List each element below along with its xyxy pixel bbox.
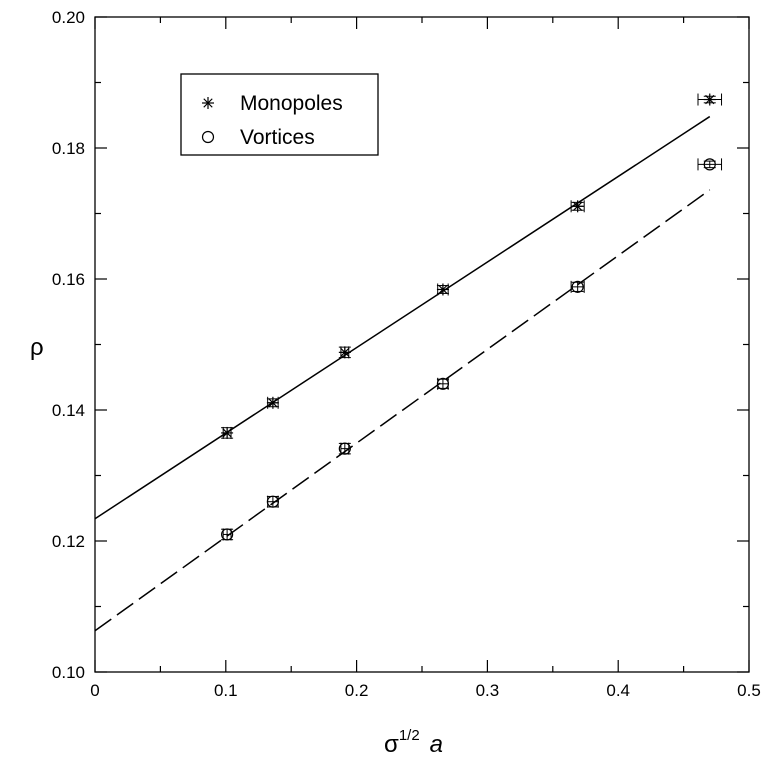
asterisk-stroke: [572, 201, 583, 211]
data-point-vortices: [436, 377, 450, 390]
y-tick-label: 0.12: [52, 532, 85, 551]
x-tick-label: 0.5: [737, 681, 761, 700]
asterisk-stroke: [705, 94, 715, 105]
y-axis-label: ρ: [30, 334, 44, 361]
x-axis-label-sigma: σ: [384, 731, 399, 758]
circle-marker: [703, 158, 716, 171]
data-point-monopoles: [436, 283, 449, 296]
circle-marker: [571, 280, 584, 293]
data-point-vortices: [221, 528, 234, 541]
x-tick-labels: 0 0.1 0.2 0.3 0.4 0.5: [90, 681, 761, 700]
x-axis-label: σ1/2 a: [384, 727, 443, 758]
asterisk-marker: [703, 93, 716, 106]
legend-box: [180, 73, 379, 156]
asterisk-stroke: [340, 347, 350, 358]
data-points: [221, 93, 723, 541]
legend-asterisk-marker: [202, 97, 214, 109]
data-point-vortices: [570, 280, 585, 293]
circle-marker: [338, 442, 351, 455]
legend-label-monopoles: Monopoles: [240, 92, 343, 115]
data-point-vortices: [697, 158, 723, 171]
fit-line-vortices: [94, 189, 711, 632]
data-point-monopoles: [221, 426, 234, 439]
data-point-monopoles: [570, 200, 585, 213]
y-tick-label: 0.10: [52, 663, 85, 682]
data-point-vortices: [266, 495, 279, 508]
circle-marker: [266, 495, 279, 508]
x-axis-label-variable: a: [430, 731, 443, 758]
circle-marker: [571, 280, 584, 293]
asterisk-stroke: [203, 98, 213, 108]
x-tick-label: 0.2: [345, 681, 369, 700]
y-tick-labels: 0.10 0.12 0.14 0.16 0.18 0.20: [52, 8, 85, 682]
axis-ticks: [94, 16, 750, 673]
circle-marker: [266, 495, 279, 508]
asterisk-stroke: [222, 428, 232, 438]
legend-marker-vortices: [201, 130, 215, 144]
y-tick-label: 0.14: [52, 401, 85, 420]
fit-line-monopoles: [94, 115, 711, 520]
circle-marker: [221, 528, 234, 541]
asterisk-marker: [266, 396, 279, 409]
legend: Monopoles Vortices: [180, 73, 379, 156]
data-point-monopoles: [266, 396, 279, 409]
x-axis-label-exponent: 1/2: [399, 727, 420, 744]
x-tick-label: 0.4: [606, 681, 630, 700]
asterisk-stroke: [438, 284, 448, 295]
circle-marker: [221, 528, 234, 541]
circle-marker: [436, 377, 450, 390]
circle-marker: [201, 130, 215, 144]
data-point-monopoles: [338, 346, 351, 359]
x-tick-label: 0: [90, 681, 99, 700]
legend-circle-marker: [201, 130, 215, 144]
legend-marker-monopoles: [202, 97, 214, 109]
data-point-monopoles: [697, 93, 723, 106]
fit-lines: [94, 115, 711, 632]
asterisk-marker: [436, 283, 449, 296]
asterisk-stroke: [268, 398, 278, 408]
y-tick-label: 0.16: [52, 270, 85, 289]
asterisk-marker: [571, 200, 584, 213]
x-tick-label: 0.1: [214, 681, 238, 700]
circle-marker: [338, 442, 351, 455]
legend-label-vortices: Vortices: [240, 126, 315, 149]
x-tick-label: 0.3: [476, 681, 500, 700]
data-point-vortices: [338, 442, 351, 455]
circle-marker: [436, 377, 450, 390]
circle-marker: [703, 158, 716, 171]
asterisk-marker: [338, 346, 351, 359]
y-tick-label: 0.18: [52, 139, 85, 158]
y-tick-label: 0.20: [52, 8, 85, 27]
asterisk-marker: [221, 426, 234, 439]
